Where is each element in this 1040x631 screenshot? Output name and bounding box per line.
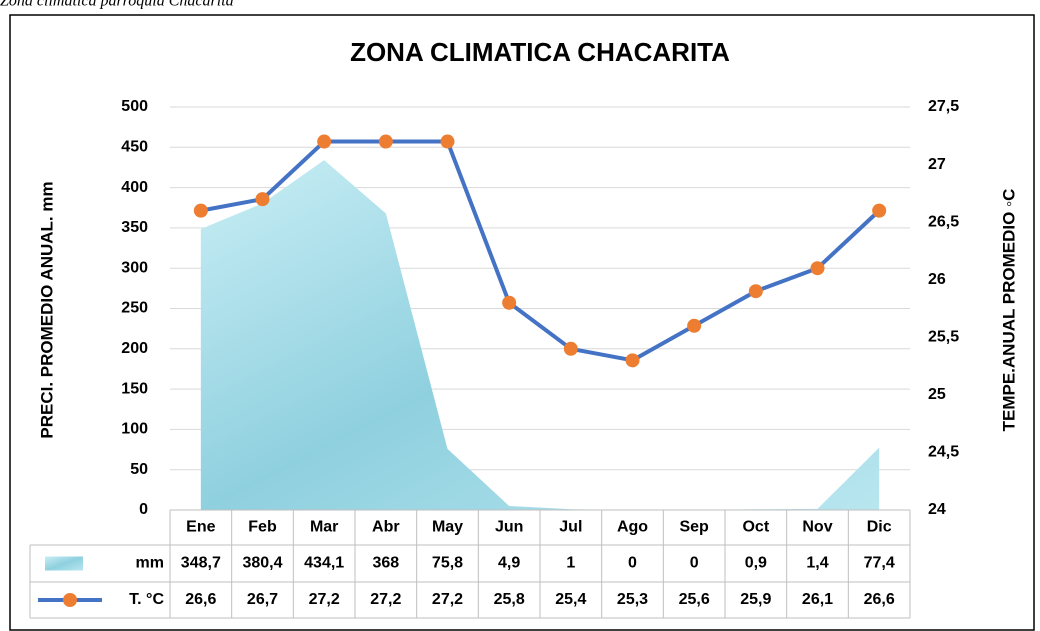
y2-tick-label: 26,5 [928, 213, 959, 230]
temperature-point [563, 341, 578, 356]
x-tick-label: Jun [495, 519, 523, 536]
y-tick-label: 50 [130, 461, 148, 478]
temperature-point [378, 134, 393, 149]
caption: Zona climatica parroquia Chacarita [0, 0, 234, 10]
y-tick-label: 0 [139, 501, 148, 518]
precipitation-area [200, 160, 880, 510]
table-value: 75,8 [432, 555, 463, 572]
temperature-point [502, 295, 517, 310]
temperature-point [317, 134, 332, 149]
table-value: 26,1 [802, 591, 833, 608]
x-tick-label: Nov [802, 519, 832, 536]
table-value: 0 [628, 555, 637, 572]
table-value: 77,4 [864, 555, 895, 572]
table-value: 26,6 [185, 591, 216, 608]
table-value: 27,2 [370, 591, 401, 608]
table-value: 25,9 [740, 591, 771, 608]
x-tick-label: Ago [617, 519, 648, 536]
table-value: 25,4 [555, 591, 586, 608]
chart-title: ZONA CLIMATICA CHACARITA [350, 37, 730, 67]
x-tick-label: Mar [310, 519, 338, 536]
table-value: 27,2 [432, 591, 463, 608]
x-tick-label: Jul [559, 519, 582, 536]
y2-tick-label: 27 [928, 156, 946, 173]
y2-tick-label: 26 [928, 271, 946, 288]
y-tick-label: 300 [121, 259, 148, 276]
table-value: 4,9 [498, 555, 520, 572]
temperature-point [255, 192, 270, 207]
x-tick-label: Oct [742, 519, 769, 536]
table-value: 380,4 [242, 555, 282, 572]
table-value: 25,8 [494, 591, 525, 608]
temperature-point [440, 134, 455, 149]
x-tick-label: Ene [186, 519, 215, 536]
y-axis-label: PRECI. PROMEDIO ANUAL. mm [37, 181, 56, 438]
table-value: 26,6 [864, 591, 895, 608]
table-value: 1,4 [806, 555, 828, 572]
table-value: 0,9 [745, 555, 767, 572]
temperature-point [193, 203, 208, 218]
legend-marker [63, 593, 77, 607]
legend-swatch [45, 556, 83, 571]
y2-axis-label: TEMPE.ANUAL PROMEDIO ◦C [999, 189, 1018, 432]
x-tick-label: Feb [248, 519, 277, 536]
legend-label: mm [136, 555, 164, 572]
y-tick-label: 350 [121, 219, 148, 236]
y2-tick-label: 25,5 [928, 329, 959, 346]
table-value: 25,3 [617, 591, 648, 608]
x-tick-label: Dic [867, 519, 892, 536]
legend-label: T. °C [129, 591, 164, 608]
y-tick-label: 150 [121, 380, 148, 397]
y2-tick-label: 24 [928, 501, 946, 518]
y-tick-label: 400 [121, 179, 148, 196]
table-value: 1 [566, 555, 575, 572]
y-tick-label: 450 [121, 139, 148, 156]
temperature-point [687, 318, 702, 333]
table-value: 25,6 [679, 591, 710, 608]
chart-frame [9, 14, 1035, 631]
table-value: 27,2 [309, 591, 340, 608]
y-tick-label: 500 [121, 98, 148, 115]
temperature-point [625, 353, 640, 368]
y-tick-label: 200 [121, 340, 148, 357]
y-tick-label: 100 [121, 421, 148, 438]
x-tick-label: Sep [679, 519, 709, 536]
table-value: 348,7 [181, 555, 221, 572]
table-value: 0 [690, 555, 699, 572]
y2-tick-label: 27,5 [928, 98, 959, 115]
temperature-line [200, 139, 881, 363]
table-value: 26,7 [247, 591, 278, 608]
temperature-point [872, 203, 887, 218]
x-tick-label: Abr [372, 519, 400, 536]
y-tick-label: 250 [121, 300, 148, 317]
temperature-point [748, 284, 763, 299]
temperature-point [810, 261, 825, 276]
x-tick-label: May [432, 519, 463, 536]
y2-tick-label: 25 [928, 386, 946, 403]
y2-tick-label: 24,5 [928, 444, 959, 461]
table-value: 434,1 [304, 555, 344, 572]
table-value: 368 [372, 555, 399, 572]
